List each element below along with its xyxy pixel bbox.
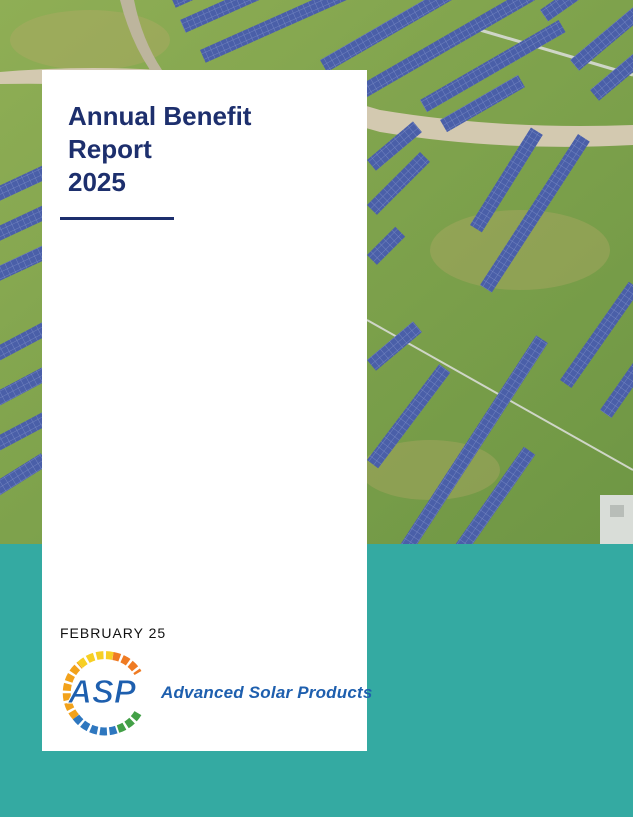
cover-card: Annual Benefit Report 2025 FEBRUARY 25 A… bbox=[42, 70, 372, 751]
title-underline bbox=[60, 217, 174, 220]
company-name: Advanced Solar Products bbox=[161, 683, 373, 702]
report-date: FEBRUARY 25 bbox=[60, 625, 167, 641]
asp-logo-icon: ASP bbox=[62, 651, 142, 736]
title-line: Annual Benefit bbox=[68, 101, 252, 131]
title-line: Report bbox=[68, 134, 152, 164]
title-line: 2025 bbox=[68, 167, 126, 197]
logo-text: ASP bbox=[67, 673, 137, 710]
report-title: Annual Benefit Report 2025 bbox=[68, 100, 251, 199]
